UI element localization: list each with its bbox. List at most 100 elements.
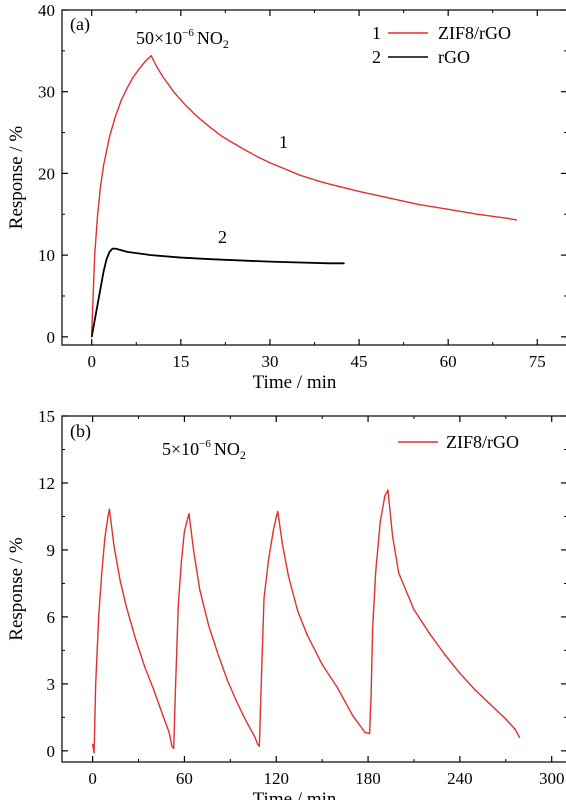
- data-point: [150, 254, 152, 256]
- data-point: [132, 76, 134, 78]
- data-point: [144, 665, 146, 667]
- data-point: [150, 55, 152, 57]
- data-point: [153, 689, 155, 692]
- data-point: [269, 261, 271, 263]
- data-point: [299, 174, 301, 176]
- data-point: [275, 515, 277, 518]
- data-point: [209, 258, 212, 260]
- x-tick-label: 0: [88, 769, 97, 788]
- data-point: [101, 571, 103, 573]
- data-point: [257, 156, 259, 158]
- data-point: [239, 146, 241, 148]
- x-tick-label: 15: [172, 352, 189, 371]
- data-point: [114, 115, 117, 117]
- y-tick-label: 12: [38, 474, 55, 493]
- data-point: [105, 258, 108, 260]
- x-tick-label: 60: [176, 769, 193, 788]
- data-point: [272, 531, 274, 533]
- data-point: [245, 718, 247, 721]
- curve-label-2: 2: [218, 227, 227, 247]
- data-point: [368, 732, 371, 734]
- legend-label: rGO: [438, 47, 470, 67]
- x-tick-label: 300: [539, 769, 565, 788]
- legend-number: 2: [372, 47, 381, 67]
- data-point: [239, 259, 241, 262]
- data-point: [108, 136, 111, 138]
- data-point: [235, 701, 238, 703]
- data-point: [221, 136, 224, 138]
- data-point: [372, 627, 374, 629]
- data-point: [269, 162, 271, 164]
- data-point: [297, 609, 299, 611]
- data-point: [107, 515, 109, 518]
- y-tick-label: 20: [38, 164, 55, 183]
- y-tick-label: 40: [38, 1, 55, 20]
- data-point: [98, 616, 100, 618]
- legend-label: ZIF8/rGO: [446, 432, 519, 452]
- data-point: [287, 169, 289, 171]
- data-point: [183, 531, 186, 533]
- x-tick-label: 0: [87, 352, 96, 371]
- data-point: [186, 105, 188, 108]
- data-point: [91, 336, 93, 338]
- data-point: [125, 605, 127, 607]
- series-line-zif8rgo: [91, 55, 517, 333]
- y-axis-title: Response / %: [6, 537, 27, 641]
- data-point: [156, 66, 158, 68]
- x-tick-label: 30: [261, 352, 278, 371]
- chart-panel-b: 0 60 120 180 240 300 0 3 6 9 12 15 Time / min Respons…: [6, 407, 566, 800]
- x-tick-label: 120: [263, 769, 289, 788]
- data-point: [459, 672, 461, 674]
- y-tick-label: 0: [47, 742, 56, 761]
- data-point: [186, 518, 189, 520]
- data-point: [391, 535, 394, 538]
- plot-frame: [61, 9, 566, 346]
- data-point: [171, 745, 173, 747]
- data-point: [162, 714, 164, 716]
- series-line-zif8rgo: [91, 489, 521, 754]
- data-point: [375, 571, 377, 573]
- data-point: [174, 92, 176, 94]
- data-point: [352, 714, 354, 716]
- data-point: [193, 549, 195, 551]
- legend: 1 ZIF8/rGO 2 rGO: [372, 23, 511, 67]
- data-point: [306, 634, 308, 636]
- data-point: [299, 261, 301, 264]
- data-point: [518, 736, 521, 739]
- data-point: [97, 303, 99, 305]
- legend-number: 1: [372, 23, 381, 43]
- data-point: [316, 180, 319, 182]
- y-tick-label: 10: [38, 246, 55, 265]
- x-tick-label: 75: [529, 352, 546, 371]
- data-point: [120, 249, 123, 251]
- data-point: [257, 743, 259, 745]
- data-point: [209, 127, 212, 129]
- data-point: [277, 511, 279, 513]
- chart-panel-a: 0 15 30 45 60 75 0 10 20 30 40 Time / min Response /…: [6, 1, 566, 393]
- data-point: [104, 538, 106, 540]
- y-tick-label: 0: [47, 328, 56, 347]
- data-point: [260, 692, 262, 694]
- x-axis-title: Time / min: [253, 789, 337, 800]
- data-point: [180, 560, 182, 562]
- y-tick-label: 6: [47, 608, 56, 627]
- data-point: [428, 631, 430, 634]
- data-point: [281, 542, 283, 544]
- data-point: [370, 694, 372, 696]
- data-point: [489, 703, 492, 705]
- data-point: [100, 287, 102, 289]
- data-point: [358, 190, 360, 192]
- data-point: [120, 99, 123, 101]
- data-point: [387, 489, 389, 491]
- y-tick-label: 15: [38, 407, 55, 426]
- y-tick-label: 30: [38, 83, 55, 102]
- data-point: [94, 319, 96, 322]
- data-point: [111, 247, 114, 250]
- data-point: [474, 689, 476, 692]
- panel-label: (a): [70, 14, 90, 35]
- data-point: [97, 213, 99, 215]
- data-point: [162, 76, 164, 78]
- data-point: [254, 736, 256, 739]
- data-point: [413, 609, 415, 611]
- data-point: [217, 654, 219, 656]
